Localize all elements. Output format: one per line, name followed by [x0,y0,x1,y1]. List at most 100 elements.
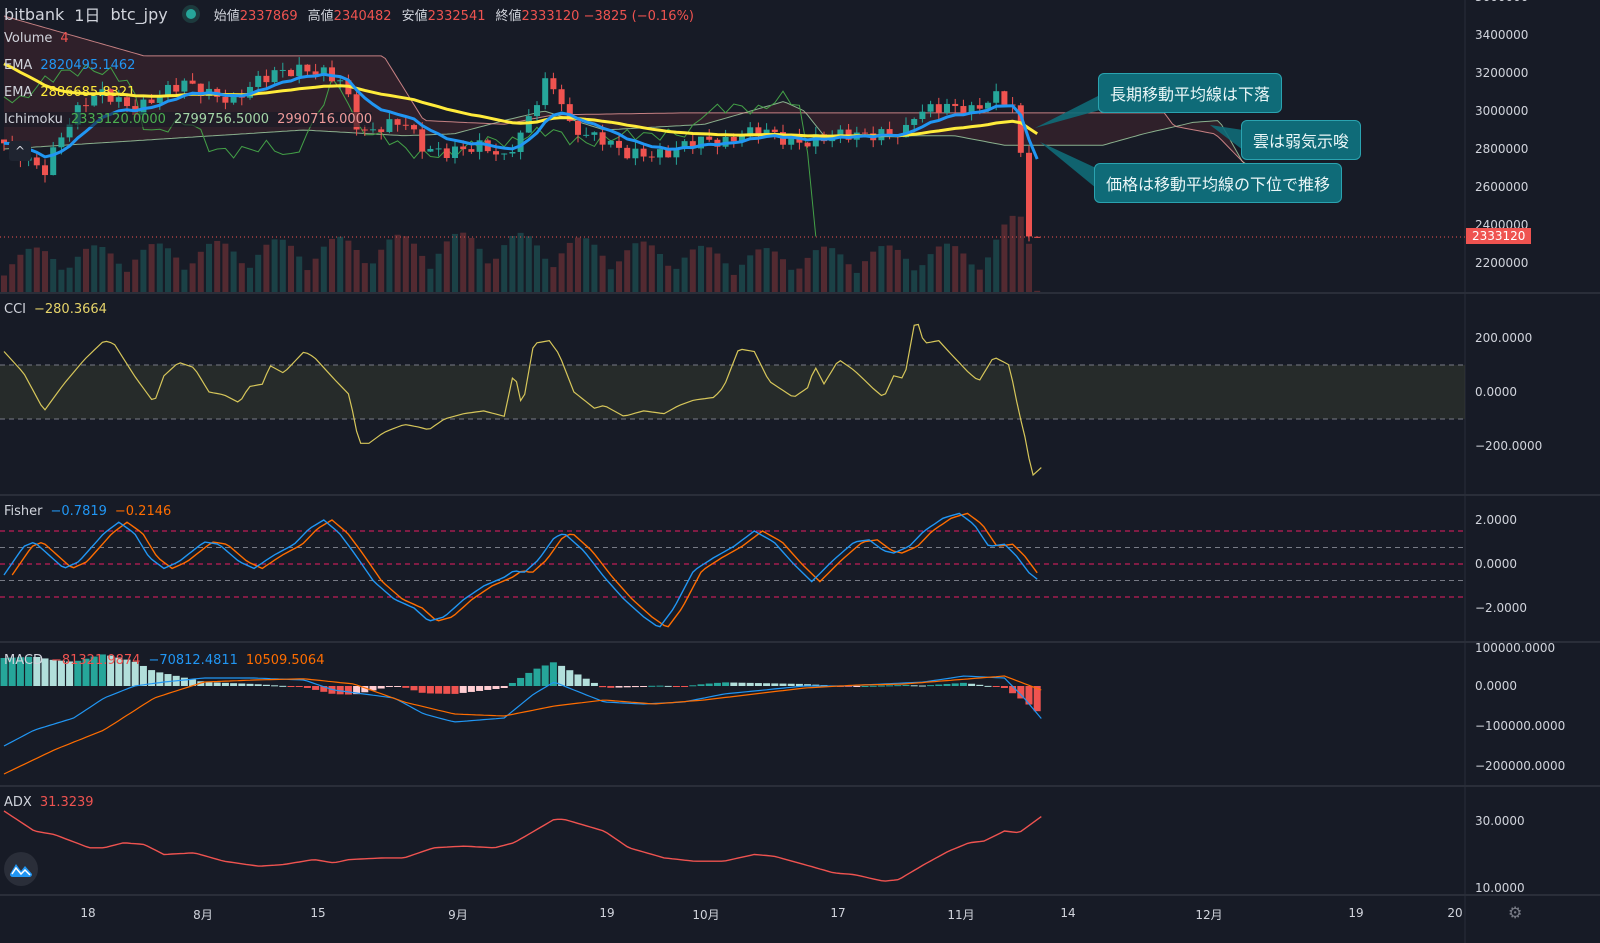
chevron-up-icon: ^ [14,144,26,158]
legend-value-2: 2799756.5000 [173,112,270,127]
annotation-long-ma-falling[interactable]: 長期移動平均線は下落 [1098,73,1283,113]
macd-histogram-bar [631,686,639,688]
macd-histogram-bar [197,681,205,686]
legend-adx[interactable]: ADX 31.3239 [4,795,94,810]
volume-bar [517,232,524,292]
volume-bar [550,267,557,292]
macd-line [3,675,1042,747]
volume-bar [525,236,532,292]
volume-bar [271,239,278,292]
candle-body [493,151,499,155]
macd-histogram-bar [459,686,467,693]
annotation-cloud-bearish[interactable]: 雲は弱気示唆 [1241,120,1362,160]
macd-histogram-bar [476,686,484,691]
macd-histogram-bar [8,657,16,686]
settings-gear-icon[interactable]: ⚙ [1508,903,1523,922]
candle-body [599,132,606,145]
candle-body [566,104,573,121]
time-tick: 11月 [947,908,975,922]
senkou-span-a-line [3,101,1247,165]
interval[interactable]: 1日 [74,6,101,25]
last-price-tag: 2333120 [1466,228,1532,244]
macd-histogram-bar [894,685,902,687]
macd-histogram-bar [1033,686,1041,712]
macd-histogram-bar [279,685,287,687]
symbol-name[interactable]: btc_jpy [110,4,168,24]
macd-histogram-bar [90,656,98,686]
candle-body [960,106,967,114]
exchange-name[interactable]: bitbank [4,4,65,24]
volume-bar [197,251,204,292]
volume-bar [657,253,663,292]
volume-bar [853,272,860,292]
legend-value: −280.3664 [34,302,107,317]
fisher-tick: 0.0000 [1475,557,1517,571]
candle-body [730,136,737,142]
volume-bar [181,269,188,292]
macd-histogram-bar [180,677,188,686]
legend-ema-long[interactable]: EMA 2886685.8321 [4,85,135,100]
candle-body [353,94,360,130]
macd-histogram-bar [115,657,123,686]
legend-macd[interactable]: MACD −81321.9874 −70812.4811 10509.5064 [4,653,324,668]
collapse-legend-button[interactable]: ^ [9,141,31,161]
candle-body [944,103,950,113]
annotation-price-below-ma[interactable]: 価格は移動平均線の下位で推移 [1094,163,1343,203]
macd-histogram-bar [763,683,771,686]
close-value: 2333120 [521,8,580,24]
candle-body [657,149,663,158]
logo-mountain-icon [10,864,32,877]
volume-bar [443,241,450,292]
macd-histogram-bar [139,665,147,686]
macd-histogram-bar [853,686,861,687]
legend-ichimoku[interactable]: Ichimoku 2333120.0000 2799756.5000 2990716.… [4,112,373,127]
volume-bar [214,240,221,292]
volume-bar [17,254,24,292]
tradingview-logo[interactable] [4,852,38,886]
volume-bar [173,257,180,292]
candle-body [66,124,73,138]
legend-name: EMA [4,85,33,100]
volume-bar [862,261,868,292]
candle-body [976,105,983,109]
legend-value-1: −0.7819 [50,504,107,519]
macd-histogram-bar [689,685,697,687]
candle-body [419,129,426,152]
legend-ema-short[interactable]: EMA 2820495.1462 [4,58,135,73]
volume-bar [452,233,458,292]
legend-volume[interactable]: Volume 4 [4,31,69,46]
price-tick: 3400000 [1475,28,1529,42]
macd-histogram-bar [303,686,311,688]
candle-body [747,127,754,137]
candle-body [181,80,188,92]
macd-histogram-bar [467,686,475,692]
macd-histogram-bar [394,686,402,687]
volume-bar [599,255,606,292]
legend-value-2: −0.2146 [114,504,172,519]
macd-histogram-bar [599,686,607,688]
volume-bar [1009,215,1016,292]
legend-fisher[interactable]: Fisher −0.7819 −0.2146 [4,504,171,519]
volume-bar [821,246,827,292]
macd-histogram-bar [607,686,615,688]
candle-body [460,146,467,150]
macd-histogram-bar [238,683,246,686]
candle-body [148,99,155,103]
volume-bar [345,240,352,292]
legend-value-1: −81321.9874 [50,653,141,668]
legend-cci[interactable]: CCI −280.3664 [4,302,107,317]
volume-bar [386,239,393,292]
price-tick: 3000000 [1475,104,1529,118]
candle-body [575,120,581,135]
callout-pointer-3 [1040,142,1096,188]
time-tick: 18 [80,906,96,920]
adx-line [3,810,1042,882]
adx-pane [3,810,1042,882]
chikou-span-line [3,63,817,237]
time-tick: 17 [830,906,846,920]
candle-body [542,78,549,106]
volume-bar [312,258,319,292]
candle-body [689,141,696,149]
